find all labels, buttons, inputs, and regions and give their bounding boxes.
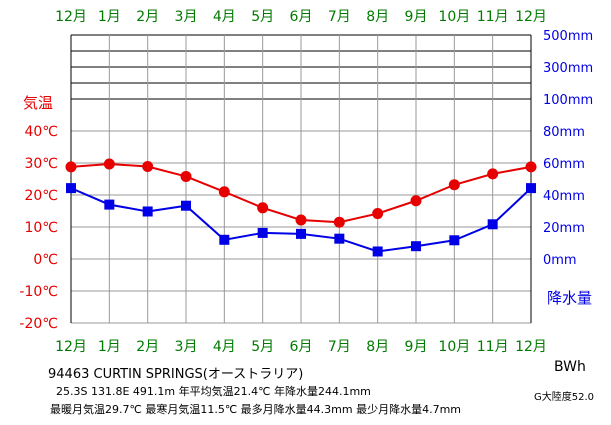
temp-point <box>218 186 230 198</box>
temp-tick-label: 30℃ <box>24 156 58 172</box>
temp-point <box>180 170 192 182</box>
month-label-bottom: 7月 <box>328 339 351 355</box>
series-layer <box>65 158 537 257</box>
month-labels-top: 12月 1月 2月 3月 4月 5月 6月 7月 8月 9月 10月 11月 12月 <box>55 9 547 25</box>
temp-point <box>487 168 499 180</box>
precip-tick-label: 500mm <box>543 29 593 44</box>
precip-point <box>142 206 153 217</box>
month-label-bottom: 10月 <box>438 339 470 355</box>
precip-tick-label: 80mm <box>543 125 585 140</box>
precip-point <box>66 183 76 194</box>
temp-tick-label: -20℃ <box>19 316 58 332</box>
month-label-bottom: 8月 <box>366 339 389 355</box>
month-label-bottom: 3月 <box>175 339 198 355</box>
precip-tick-label: 40mm <box>543 189 585 204</box>
station-summary: 25.3S 131.8E 491.1m 年平均気温21.4℃ 年降水量244.1… <box>56 385 371 398</box>
month-label-top: 11月 <box>477 9 509 25</box>
temp-point <box>410 195 422 207</box>
continentality-index: G大陸度52.0 <box>534 392 595 403</box>
month-label-bottom: 2月 <box>136 339 159 355</box>
temp-tick-label: 10℃ <box>24 220 58 236</box>
month-label-top: 7月 <box>328 9 351 25</box>
month-label-top: 2月 <box>136 9 159 25</box>
temp-tick-label: 40℃ <box>24 124 58 140</box>
station-title: 94463 CURTIN SPRINGS(オーストラリア) <box>48 367 304 382</box>
month-label-bottom: 1月 <box>98 339 121 355</box>
month-label-bottom: 6月 <box>290 339 313 355</box>
month-label-bottom: 12月 <box>515 339 547 355</box>
temp-point <box>295 214 307 226</box>
month-label-top: 12月 <box>55 9 87 25</box>
month-label-top: 9月 <box>405 9 428 25</box>
precip-axis-label: 降水量 <box>547 289 592 307</box>
temp-point <box>103 158 115 170</box>
temp-tick-label: 20℃ <box>24 188 58 204</box>
temp-axis-ticks: 40℃ 30℃ 20℃ 10℃ 0℃ -10℃ -20℃ <box>19 124 58 332</box>
precip-tick-label: 20mm <box>543 221 585 236</box>
temp-point <box>372 208 384 220</box>
temp-tick-label: -10℃ <box>19 284 58 300</box>
month-label-bottom: 12月 <box>55 339 87 355</box>
month-label-bottom: 5月 <box>251 339 274 355</box>
precip-point <box>296 228 306 239</box>
precip-tick-label: 100mm <box>543 93 593 108</box>
month-label-top: 5月 <box>251 9 274 25</box>
temp-point <box>65 161 77 173</box>
precip-point <box>181 200 191 211</box>
temp-point <box>448 179 460 191</box>
precip-tick-label: 300mm <box>543 61 593 76</box>
month-label-top: 4月 <box>213 9 236 25</box>
month-label-top: 3月 <box>175 9 198 25</box>
temp-tick-label: 0℃ <box>33 252 58 268</box>
month-label-bottom: 9月 <box>405 339 428 355</box>
climate-code: BWh <box>554 359 586 375</box>
precip-point <box>449 235 460 246</box>
month-label-bottom: 4月 <box>213 339 236 355</box>
grid-lines <box>70 34 532 324</box>
precip-point <box>372 246 383 257</box>
month-labels-bottom: 12月 1月 2月 3月 4月 5月 6月 7月 8月 9月 10月 11月 12月 <box>55 339 547 355</box>
temp-point <box>525 161 537 173</box>
precip-axis-ticks: 500mm 300mm 100mm 80mm 60mm 40mm 20mm 0mm <box>543 29 593 268</box>
month-label-top: 10月 <box>438 9 470 25</box>
month-label-bottom: 11月 <box>477 339 509 355</box>
month-label-top: 6月 <box>290 9 313 25</box>
precip-point <box>257 227 268 238</box>
precip-point <box>104 199 115 210</box>
precip-point <box>219 234 230 245</box>
temp-point <box>333 216 345 228</box>
temp-axis-label: 気温 <box>23 94 53 112</box>
month-label-top: 12月 <box>515 9 547 25</box>
month-label-top: 8月 <box>366 9 389 25</box>
station-extremes: 最暖月気温29.7℃ 最寒月気温11.5℃ 最多月降水量44.3mm 最少月降水… <box>50 403 462 416</box>
temp-point <box>142 161 154 173</box>
precip-tick-label: 0mm <box>543 253 577 268</box>
precip-point <box>487 219 498 230</box>
month-label-top: 1月 <box>98 9 121 25</box>
temp-point <box>257 202 269 214</box>
precip-point <box>334 233 345 244</box>
precip-point <box>411 241 421 252</box>
precip-tick-label: 60mm <box>543 157 585 172</box>
precip-point <box>526 183 536 194</box>
